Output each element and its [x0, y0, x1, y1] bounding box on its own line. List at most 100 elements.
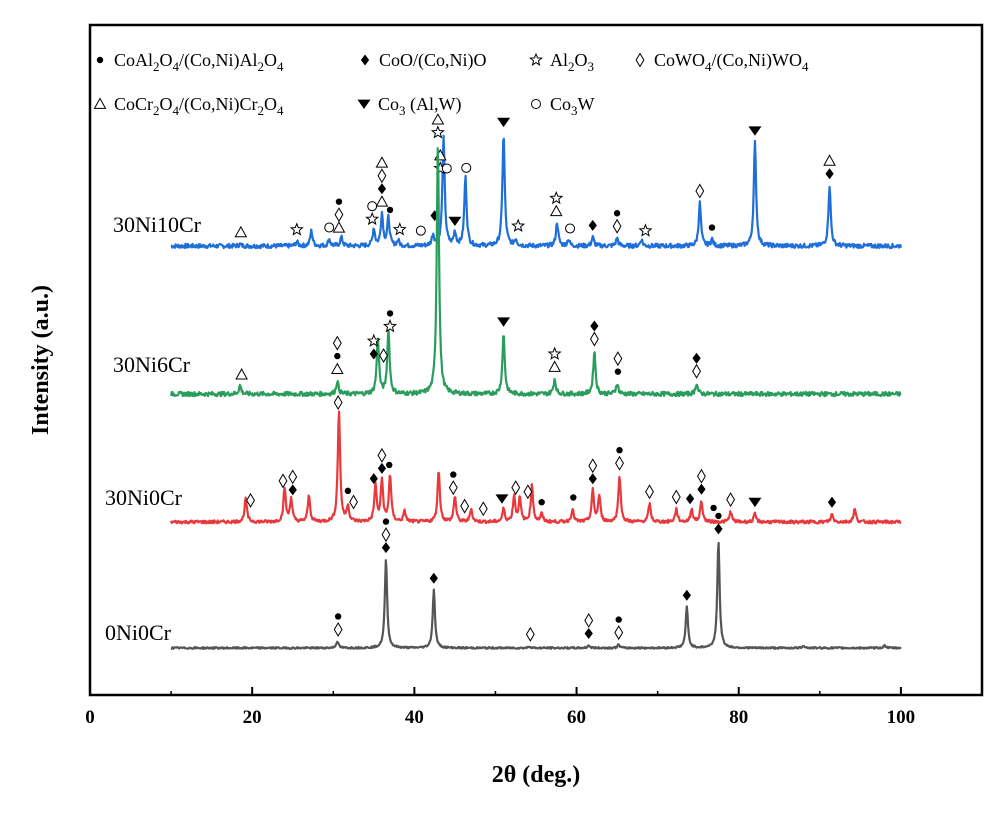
phase-marker-open-triangle	[332, 221, 346, 233]
legend-label-part: 2	[153, 103, 160, 118]
x-tick-label: 60	[567, 707, 586, 728]
legend-label-part: 4	[277, 103, 284, 118]
phase-marker-filled-triangle-down	[495, 494, 509, 504]
series-label: 30Ni6Cr	[113, 352, 191, 377]
phase-marker-filled-diamond	[588, 473, 597, 485]
x-tick-label: 100	[887, 707, 916, 728]
phase-marker-filled-circle	[382, 518, 390, 525]
phase-marker-filled-circle	[386, 206, 394, 214]
legend-label-part: 4	[705, 59, 712, 74]
phase-marker-open-circle	[441, 163, 452, 174]
phase-marker-open-diamond	[692, 363, 701, 379]
phase-marker-open-diamond	[379, 348, 388, 364]
phase-marker-open-diamond	[448, 480, 458, 496]
phase-marker-filled-triangle-down	[748, 126, 762, 136]
phase-marker-filled-diamond	[288, 484, 297, 496]
phase-marker-filled-circle	[715, 512, 722, 520]
phase-marker-open-circle	[324, 222, 335, 233]
phase-marker-open-diamond	[246, 492, 255, 508]
phase-marker-open-diamond	[381, 527, 391, 543]
legend-symbol-filled-diamond	[360, 54, 370, 66]
legend-label-part: /(Co,Ni)Al	[179, 50, 258, 71]
phase-marker-filled-triangle-down	[748, 497, 762, 508]
phase-marker-open-diamond	[726, 492, 736, 508]
phase-marker-filled-circle	[450, 471, 457, 478]
phase-marker-filled-circle	[335, 198, 343, 205]
legend-label-part: O	[264, 94, 277, 114]
phase-marker-filled-diamond	[825, 168, 834, 180]
series-line-30Ni0Cr	[170, 410, 902, 525]
legend-label-part: CoO/(Co,Ni)O	[379, 50, 487, 71]
legend-label-part: /(Co,Ni)WO	[712, 50, 802, 71]
legend-label-part: O	[575, 50, 588, 70]
phase-marker-open-diamond	[377, 447, 387, 463]
phase-marker-filled-circle	[334, 352, 341, 360]
series-30Ni0Cr: 30Ni0Cr	[105, 395, 902, 525]
legend-label-part: O	[264, 50, 277, 70]
legend-label: Al2O3	[550, 50, 594, 74]
phase-marker-open-triangle	[823, 154, 836, 166]
phase-marker-filled-diamond	[590, 320, 599, 332]
phase-marker-open-diamond	[645, 484, 654, 500]
phase-marker-filled-diamond	[381, 542, 391, 554]
phase-marker-open-diamond	[614, 625, 624, 641]
phase-marker-open-triangle	[548, 360, 562, 372]
legend-label: CoCr2O4/(Co,Ni)Cr2O4	[114, 94, 284, 118]
legend-label-part: 2	[568, 59, 575, 74]
phase-marker-open-triangle	[549, 204, 563, 217]
phase-marker-filled-diamond	[714, 523, 723, 535]
phase-marker-open-diamond	[333, 621, 343, 637]
legend-label-part: CoAl	[114, 50, 153, 70]
phase-marker-open-diamond	[377, 168, 387, 184]
phase-marker-filled-diamond	[697, 483, 706, 495]
legend-label: CoAl2O4/(Co,Ni)Al2O4	[114, 50, 284, 74]
phase-marker-open-circle	[565, 223, 576, 234]
legend-label-part: 2	[258, 59, 265, 74]
legend-label-part: Co	[550, 94, 571, 114]
legend-label-part: 4	[173, 103, 180, 118]
phase-marker-open-diamond	[332, 335, 342, 351]
phase-marker-filled-circle	[570, 494, 577, 501]
legend-label-part: /(Co,Ni)Cr	[179, 94, 258, 115]
plot-frame	[88, 23, 984, 697]
phase-marker-open-diamond	[612, 218, 622, 234]
x-tick-label: 0	[85, 707, 95, 728]
legend-symbol-open-triangle	[93, 97, 107, 109]
phase-marker-star	[392, 222, 407, 236]
phase-marker-open-triangle	[375, 156, 389, 168]
phase-marker-filled-circle	[386, 461, 393, 469]
x-axis: 0 20 40 60 80 100	[85, 687, 915, 728]
legend-label-part: 4	[173, 59, 180, 74]
phase-marker-filled-circle	[708, 224, 716, 231]
phase-marker-filled-diamond	[588, 219, 597, 231]
phase-marker-filled-circle	[344, 487, 352, 495]
series-layer: 30Ni10Cr 30Ni6Cr 30Ni0Cr 0Ni0Cr	[105, 113, 902, 650]
legend: CoAl2O4/(Co,Ni)Al2O4 CoO/(Co,Ni)O Al2O3 CoW…	[93, 50, 809, 118]
phase-marker-open-triangle	[234, 225, 248, 238]
legend-label-part: O	[160, 50, 173, 70]
phase-marker-open-circle	[367, 201, 378, 212]
phase-marker-filled-diamond	[584, 627, 593, 639]
phase-marker-filled-circle	[386, 310, 394, 317]
legend-label-part: 2	[258, 103, 265, 118]
legend-label-part: O	[160, 94, 173, 114]
legend-label-part: 4	[802, 59, 809, 74]
phase-marker-filled-diamond	[429, 572, 438, 584]
phase-marker-star	[511, 218, 526, 232]
x-tick-label: 40	[405, 707, 424, 728]
legend-label-part: 3	[588, 59, 595, 74]
x-tick-label: 20	[243, 707, 262, 728]
legend-label-part: W	[578, 94, 595, 114]
phase-marker-filled-triangle-down	[448, 216, 462, 227]
series-line-0Ni0Cr	[170, 541, 902, 650]
phase-marker-filled-circle	[615, 616, 622, 623]
series-0Ni0Cr: 0Ni0Cr	[105, 512, 902, 650]
phase-marker-star	[366, 333, 381, 348]
legend-label: CoO/(Co,Ni)O	[379, 50, 487, 71]
phase-marker-star	[638, 223, 653, 237]
phase-marker-open-circle	[461, 162, 472, 173]
phase-marker-star	[289, 222, 304, 236]
legend-label: Co3 (Al,W)	[378, 94, 462, 118]
phase-marker-star	[549, 190, 564, 205]
